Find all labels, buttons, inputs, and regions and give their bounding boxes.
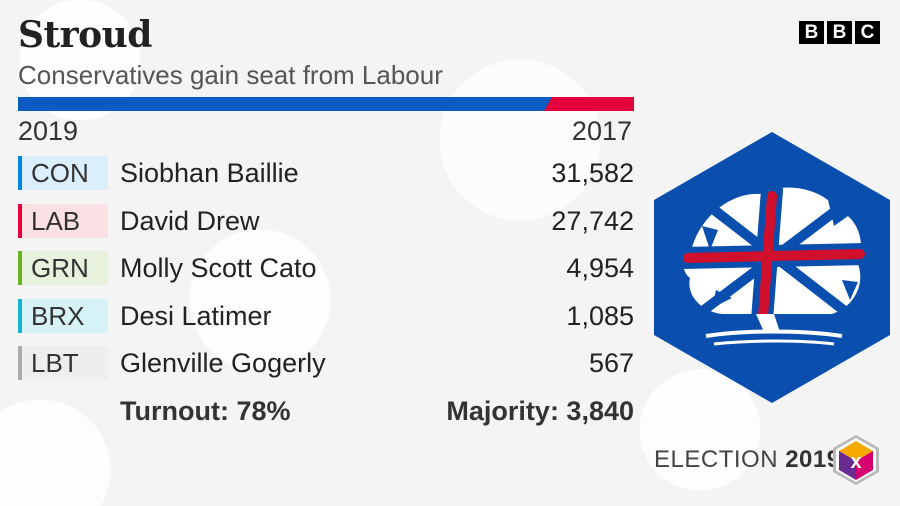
candidate-name: Molly Scott Cato (120, 253, 317, 283)
bbc-letter: B (827, 21, 852, 44)
candidate-name: Glenville Gogerly (120, 348, 326, 378)
candidate-name: Desi Latimer (120, 300, 272, 331)
result-row: LBT Glenville Gogerly 567 (18, 340, 634, 388)
party-label: BRX (18, 298, 108, 333)
vote-count: 567 (588, 348, 634, 378)
constituency-title: Stroud (18, 14, 152, 56)
majority-figure: Majority: 3,840 (446, 396, 634, 426)
result-row: CON Siobhan Baillie 31,582 (18, 150, 634, 198)
election-x-icon: x (833, 435, 879, 485)
result-row: LAB David Drew 27,742 (18, 198, 634, 246)
result-row: GRN Molly Scott Cato 4,954 (18, 245, 634, 293)
party-label: CON (18, 156, 108, 190)
election-label: ELECTION (654, 446, 779, 473)
gain-bar-winner (18, 97, 554, 111)
candidate-name: David Drew (120, 205, 260, 236)
turnout-figure: Turnout: 78% (120, 396, 291, 426)
election-year: 2019 (785, 446, 841, 473)
svg-text:x: x (850, 451, 861, 473)
vote-count: 4,954 (566, 253, 634, 283)
year-current: 2019 (18, 116, 79, 146)
gain-bar-loser (544, 97, 634, 111)
vote-count: 1,085 (566, 300, 634, 331)
party-label: LBT (18, 346, 108, 380)
bbc-letter: C (855, 21, 880, 44)
vote-count: 27,742 (551, 205, 634, 236)
vote-count: 31,582 (551, 158, 634, 188)
candidate-name: Siobhan Baillie (120, 158, 299, 188)
year-previous: 2017 (571, 116, 632, 146)
party-label: LAB (18, 203, 108, 238)
result-row: BRX Desi Latimer 1,085 (18, 293, 634, 341)
result-subtitle: Conservatives gain seat from Labour (18, 60, 443, 90)
bbc-letter: B (799, 21, 824, 44)
election-brand: ELECTION 2019 (654, 446, 841, 474)
results-table: CON Siobhan Baillie 31,582 LAB David Dre… (18, 150, 634, 388)
conservative-tree-icon (654, 132, 890, 403)
party-label: GRN (18, 251, 108, 285)
bbc-logo: B B C (799, 21, 880, 44)
